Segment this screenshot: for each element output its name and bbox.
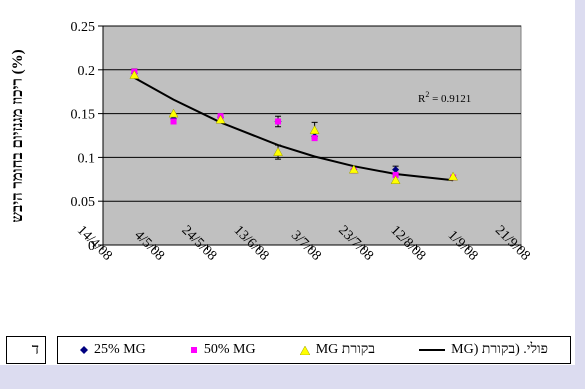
point-s0-6: [392, 166, 400, 174]
trendline: [133, 76, 454, 182]
data-points: [129, 68, 459, 184]
panel-letter: ד: [6, 336, 46, 364]
point-s2-7: [448, 171, 459, 181]
r-squared-annotation: R2 = 0.9121: [418, 90, 471, 105]
legend: 25% MG 50% MG MG בקורת פולי. (בקורת (MG: [57, 336, 571, 364]
legend-item-control: MG בקורת: [299, 342, 376, 358]
y-tick-label-2: 0.1: [78, 151, 96, 166]
legend-item-50: 50% MG: [190, 342, 256, 358]
legend-item-trend: פולי. (בקורת (MG: [419, 342, 548, 358]
point-s1-6: [392, 171, 399, 178]
square-marker-icon: [190, 347, 197, 353]
legend-label-25: 25% MG: [94, 342, 146, 357]
chart-frame: 0 0.05 0.1 0.15 0.2 0.25 14/4/08 4/5/08 24/5/08 1…: [0, 0, 575, 365]
point-s1-4: [311, 135, 318, 142]
diamond-marker-icon: [80, 346, 89, 354]
y-tick-label-3: 0.15: [71, 108, 96, 123]
point-s1-3: [275, 118, 282, 125]
y-tick-label-5: 0.25: [71, 20, 96, 35]
legend-item-25: 25% MG: [80, 342, 146, 358]
trendline-marker-icon: [419, 349, 446, 351]
legend-label-50: 50% MG: [203, 342, 256, 357]
point-s2-4: [309, 125, 320, 134]
point-s2-6: [390, 175, 401, 184]
triangle-marker-icon: [299, 345, 310, 355]
point-s2-1: [168, 108, 179, 118]
y-axis-label: ריכוז מגנזיום בחומר היבש (%): [10, 49, 26, 222]
point-s2-3: [273, 147, 283, 156]
trendline-layer: [133, 76, 454, 182]
window-bottom-strip: [0, 365, 585, 389]
point-s2-2: [215, 114, 226, 124]
legend-label-trend: פולי. (בקורת (MG: [451, 342, 548, 357]
y-tick-label-4: 0.2: [78, 64, 96, 79]
point-s2-5: [348, 164, 359, 174]
point-s2-0: [129, 70, 140, 79]
y-tick-label-0: 0: [88, 239, 95, 254]
y-tick-label-1: 0.05: [71, 195, 96, 210]
point-s1-1: [170, 118, 177, 125]
legend-label-control: MG בקורת: [315, 342, 376, 357]
axes: [98, 25, 522, 250]
